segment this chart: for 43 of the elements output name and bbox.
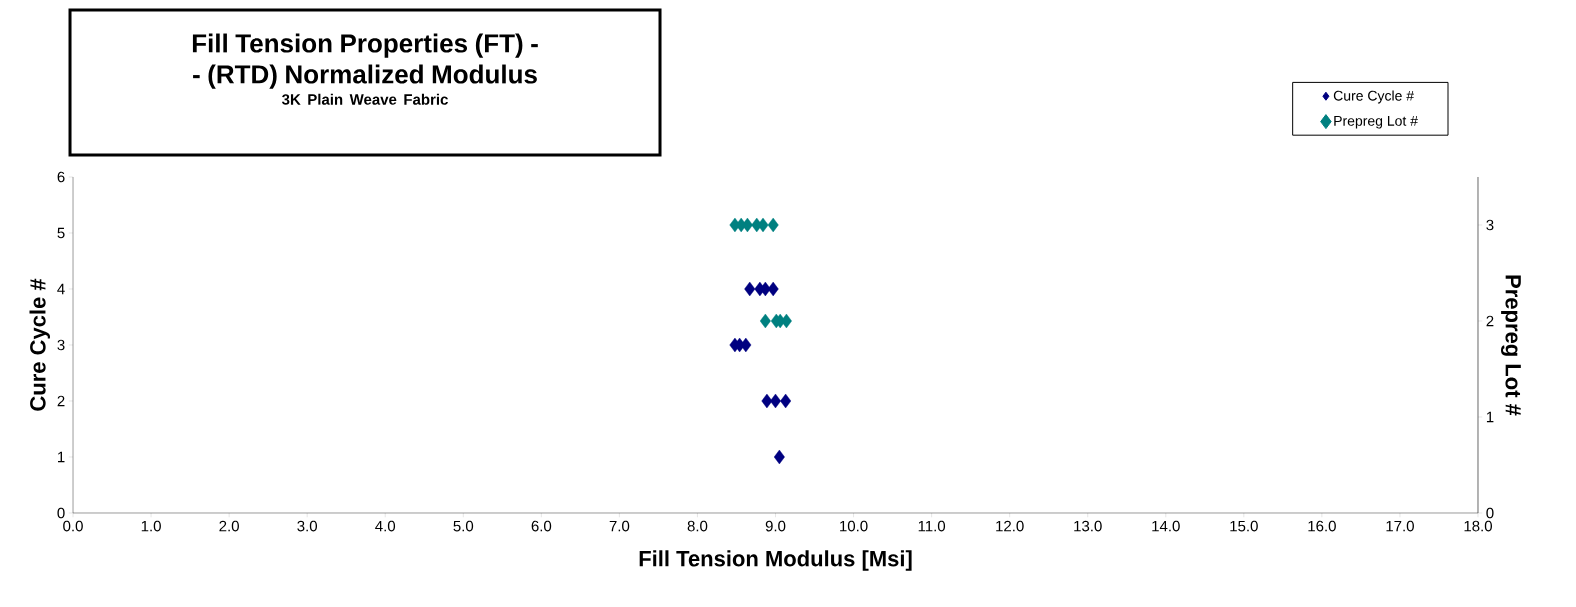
point bbox=[773, 449, 785, 465]
x-tick-label: 5.0 bbox=[453, 520, 474, 532]
point bbox=[761, 393, 773, 409]
x-tick-label: 3.0 bbox=[297, 520, 318, 532]
x-tick-label: 8.0 bbox=[687, 520, 708, 532]
x-tick-label: 14.0 bbox=[1152, 520, 1180, 532]
x-tick-label: 6.0 bbox=[531, 520, 552, 532]
x-tick-label: 17.0 bbox=[1386, 520, 1414, 532]
y2-tick-label: 1 bbox=[1486, 411, 1494, 423]
point bbox=[780, 393, 792, 409]
x-tick-label: 7.0 bbox=[609, 520, 630, 532]
legend-label: Prepreg Lot # bbox=[1334, 116, 1418, 129]
y-axis-title: Cure Cycle # bbox=[29, 278, 51, 411]
x-tick-label: 16.0 bbox=[1308, 520, 1336, 532]
y2-tick-label: 3 bbox=[1486, 219, 1494, 231]
y-tick-label: 4 bbox=[57, 283, 65, 295]
x-tick-label: 12.0 bbox=[996, 520, 1024, 532]
x-tick-label: 18.0 bbox=[1464, 520, 1492, 532]
y2-tick-label: 0 bbox=[1486, 507, 1494, 519]
x-tick-label: 13.0 bbox=[1074, 520, 1102, 532]
chart-subtitle: 3K Plain Weave Fabric bbox=[281, 93, 448, 105]
point bbox=[767, 281, 779, 297]
point bbox=[740, 337, 752, 353]
y-tick-label: 1 bbox=[58, 451, 65, 463]
legend-label: Cure Cycle # bbox=[1333, 90, 1414, 104]
y-tick-label: 2 bbox=[57, 395, 65, 407]
x-tick-label: 1.0 bbox=[141, 520, 161, 532]
y-tick-label: 0 bbox=[57, 507, 65, 519]
y-tick-label: 6 bbox=[57, 171, 65, 183]
y2-tick-label: 2 bbox=[1486, 315, 1494, 327]
y-tick-label: 3 bbox=[57, 339, 65, 351]
x-tick-label: 0.0 bbox=[63, 520, 83, 532]
x-tick-label: 4.0 bbox=[375, 520, 396, 532]
chart-title: Fill Tension Properties (FT) -- (RTD) Normalized Modulus bbox=[192, 33, 538, 89]
x-tick-label: 15.0 bbox=[1230, 520, 1258, 532]
x-tick-label: 10.0 bbox=[840, 520, 868, 532]
x-tick-label: 9.0 bbox=[765, 520, 786, 532]
x-tick-label: 2.0 bbox=[219, 520, 239, 532]
y2-axis-title: Prepreg Lot # bbox=[1501, 275, 1521, 416]
point bbox=[744, 281, 756, 297]
x-tick-label: 11.0 bbox=[918, 520, 946, 532]
y-tick-label: 5 bbox=[57, 227, 65, 239]
x-axis-title: Fill Tension Modulus [Msi] bbox=[639, 550, 912, 571]
